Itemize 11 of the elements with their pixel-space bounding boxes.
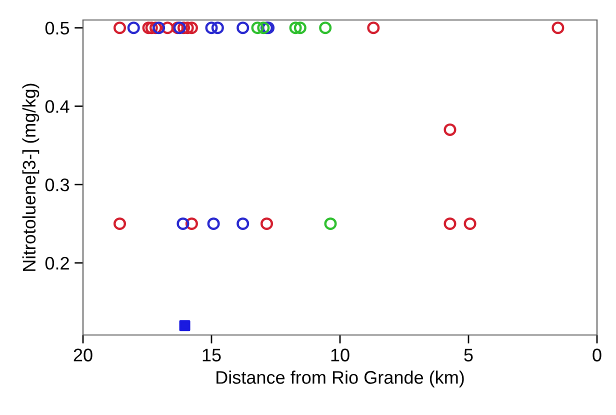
- x-tick-label: 10: [331, 348, 350, 362]
- y-tick-label: 0.2: [45, 256, 69, 270]
- x-tick-label: 20: [74, 348, 92, 362]
- x-axis-title: Distance from Rio Grande (km): [216, 370, 464, 388]
- y-tick-label: 0.5: [45, 22, 70, 35]
- x-tick-label: 15: [202, 348, 221, 362]
- y-tick-label: 0.4: [45, 100, 70, 113]
- x-tick-label: 5: [464, 348, 473, 362]
- y-tick-label: 0.3: [45, 178, 70, 192]
- x-tick-label: 0: [592, 348, 602, 362]
- y-axis-title: Nitrotoluene[3-] (mg/kg): [22, 84, 40, 271]
